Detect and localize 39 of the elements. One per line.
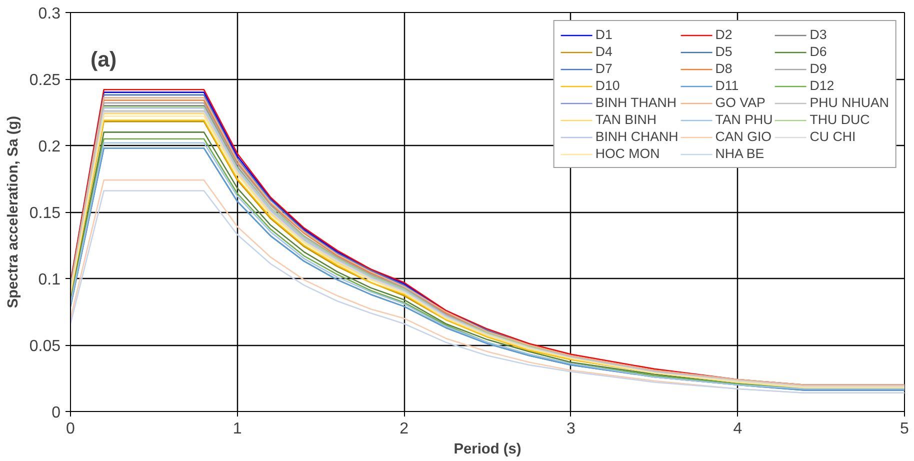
legend-label: D9 — [810, 61, 828, 76]
legend-label: D12 — [810, 78, 834, 93]
legend-label: D4 — [595, 44, 614, 59]
annotation: (a) — [90, 48, 117, 72]
y-tick-label: 0.15 — [29, 205, 61, 222]
x-tick-label: 4 — [733, 420, 742, 438]
legend-label: PHU NHUAN — [810, 95, 889, 110]
y-tick-label: 0.25 — [29, 72, 61, 89]
legend-label: D6 — [810, 44, 828, 59]
x-axis-title: Period (s) — [454, 442, 522, 458]
legend-label: CU CHI — [810, 129, 856, 144]
legend-label: TAN PHU — [715, 112, 773, 127]
legend-label: NHA BE — [715, 146, 764, 161]
legend-label: HOC MON — [595, 146, 660, 161]
x-tick-label: 0 — [66, 420, 76, 438]
y-axis-title: Spectra acceleration, Sa (g) — [5, 116, 22, 308]
legend-label: D11 — [715, 78, 739, 93]
legend-label: D8 — [715, 61, 734, 76]
y-tick-label: 0 — [52, 404, 61, 422]
y-tick-label: 0.1 — [38, 272, 61, 288]
legend-label: CAN GIO — [715, 129, 772, 144]
legend-label: TAN BINH — [595, 112, 657, 127]
legend-label: D2 — [715, 27, 734, 42]
legend-label: GO VAP — [715, 95, 766, 110]
legend-label: D7 — [595, 61, 614, 76]
legend-label: BINH CHANH — [595, 129, 678, 144]
y-tick-label: 0.05 — [29, 338, 61, 355]
legend-label: D10 — [595, 78, 620, 93]
legend-label: D1 — [595, 27, 614, 42]
legend-label: THU DUC — [810, 112, 870, 127]
x-tick-label: 5 — [900, 420, 910, 438]
x-tick-label: 2 — [400, 420, 409, 438]
legend-label: D3 — [810, 27, 828, 42]
x-tick-label: 3 — [566, 420, 576, 438]
y-tick-label: 0.3 — [38, 6, 61, 22]
legend-label: BINH THANH — [595, 95, 677, 110]
y-tick-label: 0.2 — [38, 138, 61, 156]
x-tick-label: 1 — [232, 420, 242, 438]
legend-label: D5 — [715, 44, 734, 59]
